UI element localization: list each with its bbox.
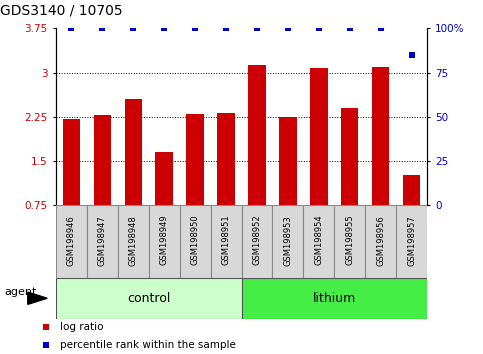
Bar <box>125 99 142 205</box>
Bar <box>341 108 358 205</box>
Text: agent: agent <box>4 287 37 297</box>
Point <box>129 25 137 31</box>
Text: GDS3140 / 10705: GDS3140 / 10705 <box>0 4 123 18</box>
Point <box>377 25 385 31</box>
Polygon shape <box>28 292 47 304</box>
Bar <box>280 117 297 205</box>
Text: GSM198953: GSM198953 <box>284 215 293 266</box>
Point <box>284 25 292 31</box>
Text: GSM198950: GSM198950 <box>190 215 199 266</box>
Text: GSM198952: GSM198952 <box>253 215 261 266</box>
Text: GSM198948: GSM198948 <box>128 215 138 266</box>
Point <box>43 342 50 348</box>
Bar <box>62 119 80 205</box>
Text: GSM198946: GSM198946 <box>67 215 75 266</box>
Bar <box>272 205 303 278</box>
Bar <box>403 175 421 205</box>
Point <box>408 52 416 58</box>
Text: GSM198956: GSM198956 <box>376 215 385 266</box>
Bar <box>248 65 266 205</box>
Bar <box>211 205 242 278</box>
Bar <box>366 205 397 278</box>
Text: GSM198955: GSM198955 <box>345 215 355 266</box>
Bar <box>217 113 235 205</box>
Point <box>315 25 323 31</box>
Bar <box>242 278 427 319</box>
Bar <box>149 205 180 278</box>
Point <box>222 25 230 31</box>
Point <box>346 25 354 31</box>
Bar <box>303 205 334 278</box>
Text: control: control <box>127 292 170 305</box>
Bar <box>372 67 389 205</box>
Text: GSM198954: GSM198954 <box>314 215 324 266</box>
Bar <box>56 205 86 278</box>
Text: GSM198947: GSM198947 <box>98 215 107 266</box>
Bar <box>242 205 272 278</box>
Bar <box>311 68 327 205</box>
Text: lithium: lithium <box>313 292 356 305</box>
Bar <box>156 152 172 205</box>
Point <box>191 25 199 31</box>
Text: log ratio: log ratio <box>60 322 103 332</box>
Point <box>67 25 75 31</box>
Text: GSM198949: GSM198949 <box>159 215 169 266</box>
Bar <box>117 205 149 278</box>
Bar <box>56 278 242 319</box>
Point <box>253 25 261 31</box>
Point <box>43 325 50 330</box>
Bar <box>86 205 117 278</box>
Bar <box>334 205 366 278</box>
Bar <box>186 114 203 205</box>
Bar <box>94 115 111 205</box>
Point <box>98 25 106 31</box>
Text: GSM198957: GSM198957 <box>408 215 416 266</box>
Point <box>160 25 168 31</box>
Bar <box>180 205 211 278</box>
Text: GSM198951: GSM198951 <box>222 215 230 266</box>
Bar <box>397 205 427 278</box>
Text: percentile rank within the sample: percentile rank within the sample <box>60 340 236 350</box>
